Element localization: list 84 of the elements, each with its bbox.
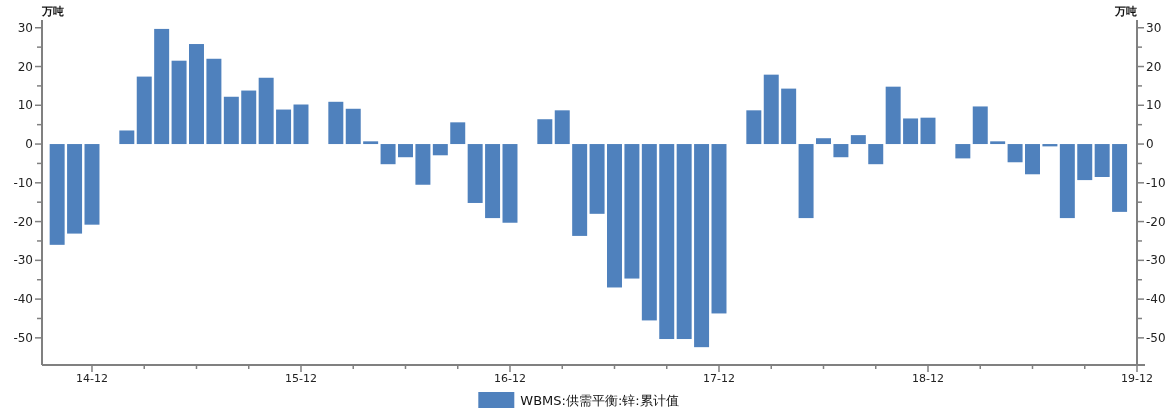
y-tick-label: 10 xyxy=(17,98,33,113)
bar xyxy=(746,110,762,145)
bar xyxy=(955,144,971,159)
bar xyxy=(589,144,605,214)
bar xyxy=(206,58,222,145)
bar xyxy=(485,144,501,219)
bar xyxy=(659,144,675,340)
bar xyxy=(345,108,361,145)
y-tick-label: 0 xyxy=(25,137,33,152)
bar xyxy=(537,119,553,145)
bar xyxy=(554,110,570,145)
bar xyxy=(293,104,309,145)
bar xyxy=(67,144,83,234)
bar xyxy=(833,144,849,158)
bar xyxy=(711,144,727,314)
x-tick-label: 18-12 xyxy=(912,372,944,385)
bar xyxy=(1059,144,1075,219)
bar xyxy=(676,144,692,340)
bar xyxy=(119,130,135,145)
y-tick-label: -30 xyxy=(13,253,33,268)
y2-tick-label: -40 xyxy=(1146,292,1166,307)
bar xyxy=(885,86,901,145)
y2-tick-label: 30 xyxy=(1146,20,1162,35)
bar xyxy=(1094,144,1110,177)
bar xyxy=(171,60,187,145)
y2-tick-label: 10 xyxy=(1146,98,1162,113)
y-tick-label: -20 xyxy=(13,214,33,229)
bar xyxy=(694,144,710,348)
y2-tick-label: 20 xyxy=(1146,59,1162,74)
bar xyxy=(467,144,483,203)
bar xyxy=(990,141,1006,145)
bar xyxy=(363,141,379,145)
bar xyxy=(136,76,152,145)
bar xyxy=(189,44,204,145)
bar xyxy=(1112,144,1128,212)
bar xyxy=(816,138,831,145)
y-tick-label: 30 xyxy=(17,20,33,35)
y2-tick-label: -20 xyxy=(1146,214,1166,229)
x-tick-label: 17-12 xyxy=(703,372,735,385)
bar xyxy=(868,144,884,165)
bar xyxy=(607,144,622,288)
bar xyxy=(624,144,640,279)
bar xyxy=(84,144,100,225)
x-tick-label: 14-12 xyxy=(76,372,108,385)
x-tick-label: 15-12 xyxy=(285,372,317,385)
legend-label: WBMS:供需平衡:锌:累计值 xyxy=(520,393,679,408)
x-tick-label: 19-12 xyxy=(1121,372,1153,385)
y-tick-label: -50 xyxy=(13,330,33,345)
bar xyxy=(798,144,814,219)
bar xyxy=(781,88,797,145)
y2-tick-label: -50 xyxy=(1146,330,1166,345)
y-axis-title: 万吨 xyxy=(41,5,64,18)
y2-tick-label: -10 xyxy=(1146,175,1166,190)
bar xyxy=(223,96,239,145)
bar xyxy=(276,109,292,145)
bar xyxy=(972,106,988,145)
bar xyxy=(1007,144,1023,163)
y2-tick-label: -30 xyxy=(1146,253,1166,268)
y2-tick-label: 0 xyxy=(1146,137,1154,152)
bar xyxy=(502,144,518,223)
bar xyxy=(49,144,65,245)
y-tick-label: -10 xyxy=(13,175,33,190)
bar xyxy=(920,117,936,145)
bar xyxy=(415,144,431,185)
bar xyxy=(258,77,274,145)
y-tick-label: 20 xyxy=(17,59,33,74)
bar xyxy=(328,101,344,145)
legend: WBMS:供需平衡:锌:累计值 xyxy=(478,392,679,408)
bar xyxy=(154,28,170,145)
bar xyxy=(1025,144,1040,175)
bar xyxy=(398,144,413,158)
x-tick-label: 16-12 xyxy=(494,372,526,385)
bar xyxy=(641,144,657,321)
bar xyxy=(1077,144,1093,181)
bar xyxy=(241,90,257,145)
bar xyxy=(450,122,466,145)
bar xyxy=(572,144,588,236)
bar xyxy=(763,74,779,145)
bar xyxy=(380,144,396,165)
bar xyxy=(903,118,919,145)
y-tick-label: -40 xyxy=(13,292,33,307)
bar xyxy=(432,144,448,156)
bar xyxy=(850,135,866,145)
y2-axis-title: 万吨 xyxy=(1114,5,1137,18)
